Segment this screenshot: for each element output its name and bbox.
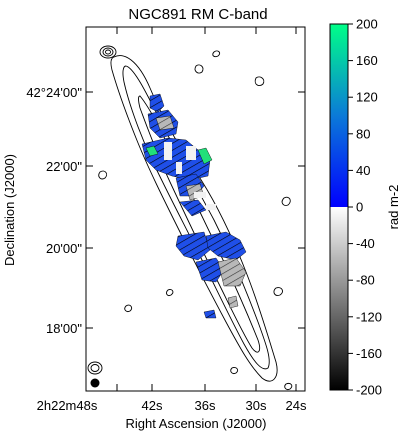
x-tick-label: 2h22m48s [37, 398, 98, 413]
rm-patch-10 [175, 231, 211, 261]
x-axis: 2h22m48s 42s 36s 30s 24s [37, 27, 307, 413]
y-axis-title: Declination (J2000) [2, 154, 17, 266]
colorbar-tick-label: -80 [356, 273, 375, 288]
colorbar-tick-label: -120 [356, 309, 382, 324]
colorbar-tick-label: 200 [356, 17, 378, 32]
chart-title: NGC891 RM C-band [128, 6, 267, 23]
contour-islet-4 [281, 196, 291, 206]
contour-islet-5 [273, 287, 283, 296]
rm-patch-14 [227, 295, 239, 309]
x-axis-title: Right Ascension (J2000) [126, 416, 267, 431]
rm-null-gaps [164, 142, 216, 210]
colorbar-tick-label: 0 [356, 200, 363, 215]
rm-patch-4 [145, 145, 159, 157]
rm-patch-5 [197, 147, 213, 165]
colorbar-tick-label: -40 [356, 236, 375, 251]
colorbar-negative [330, 207, 348, 390]
colorbar-label: rad m-2 [386, 185, 401, 230]
colorbar-tick-label: 120 [356, 90, 378, 105]
x-tick-label: 30s [246, 398, 267, 413]
colorbar-tick-label: 80 [356, 126, 370, 141]
colorbar-tick-label: -160 [356, 346, 382, 361]
contour-islet-8 [124, 304, 133, 312]
colorbar-positive [330, 24, 348, 207]
rm-patch-11 [205, 231, 247, 261]
rm-patch-13 [217, 257, 247, 287]
colorbar-tick-label: 40 [356, 163, 370, 178]
colorbar-tick-label: -200 [356, 383, 382, 398]
rm-patch-1 [149, 93, 165, 113]
contour-islet-1 [254, 76, 265, 87]
contour-islet-9 [166, 289, 174, 296]
colorbar: 200 160 120 80 40 0 -40 -80 -120 -160 -200 rad m-2 [329, 17, 401, 398]
rm-patch-12 [195, 257, 225, 283]
x-tick-label: 42s [142, 398, 163, 413]
beam-marker [90, 378, 100, 388]
y-tick-label: 22'00" [46, 159, 82, 174]
colorbar-tick-label: 160 [356, 53, 378, 68]
contour-islet-2 [194, 64, 204, 74]
contour-islet-3 [98, 170, 108, 180]
contour-islet-7 [284, 383, 293, 390]
y-tick-label: 42°24'00" [26, 85, 82, 100]
x-tick-label: 24s [286, 398, 307, 413]
rm-patch-6 [155, 115, 175, 131]
contour-islet-10 [212, 50, 221, 58]
y-tick-label: 20'00" [46, 241, 82, 256]
contour-islet-6 [230, 367, 239, 374]
x-tick-label: 36s [195, 398, 216, 413]
y-tick-label: 18'00" [46, 321, 82, 336]
rm-patch-15 [203, 309, 217, 319]
y-axis: 42°24'00" 22'00" 20'00" 18'00" [26, 85, 305, 336]
